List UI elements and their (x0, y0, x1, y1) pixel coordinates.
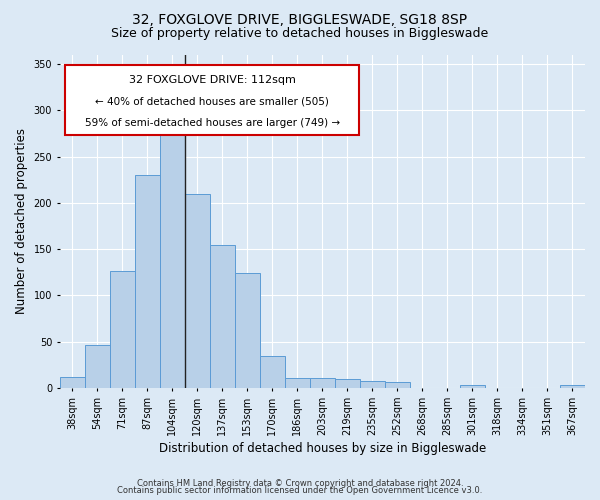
Bar (335, 378, 360, 388)
Bar (310, 378, 335, 388)
Bar (135, 175, 160, 388)
Bar (260, 356, 285, 388)
Y-axis label: Number of detached properties: Number of detached properties (15, 128, 28, 314)
Bar (235, 273, 260, 388)
Bar (210, 244, 235, 388)
Bar (360, 380, 385, 388)
Text: Contains HM Land Registry data © Crown copyright and database right 2024.: Contains HM Land Registry data © Crown c… (137, 478, 463, 488)
Bar (160, 128, 185, 388)
Text: Contains public sector information licensed under the Open Government Licence v3: Contains public sector information licen… (118, 486, 482, 495)
Bar (560, 385, 585, 388)
Bar (85, 346, 110, 388)
FancyBboxPatch shape (65, 65, 359, 135)
Bar (285, 378, 310, 388)
Bar (185, 194, 210, 388)
Bar (60, 377, 85, 388)
Bar (460, 385, 485, 388)
Text: 59% of semi-detached houses are larger (749) →: 59% of semi-detached houses are larger (… (85, 118, 340, 128)
Bar (385, 382, 410, 388)
Text: 32, FOXGLOVE DRIVE, BIGGLESWADE, SG18 8SP: 32, FOXGLOVE DRIVE, BIGGLESWADE, SG18 8S… (133, 12, 467, 26)
Text: Size of property relative to detached houses in Biggleswade: Size of property relative to detached ho… (112, 28, 488, 40)
X-axis label: Distribution of detached houses by size in Biggleswade: Distribution of detached houses by size … (159, 442, 486, 455)
Text: 32 FOXGLOVE DRIVE: 112sqm: 32 FOXGLOVE DRIVE: 112sqm (128, 75, 296, 85)
Text: ← 40% of detached houses are smaller (505): ← 40% of detached houses are smaller (50… (95, 96, 329, 106)
Bar (110, 272, 135, 388)
